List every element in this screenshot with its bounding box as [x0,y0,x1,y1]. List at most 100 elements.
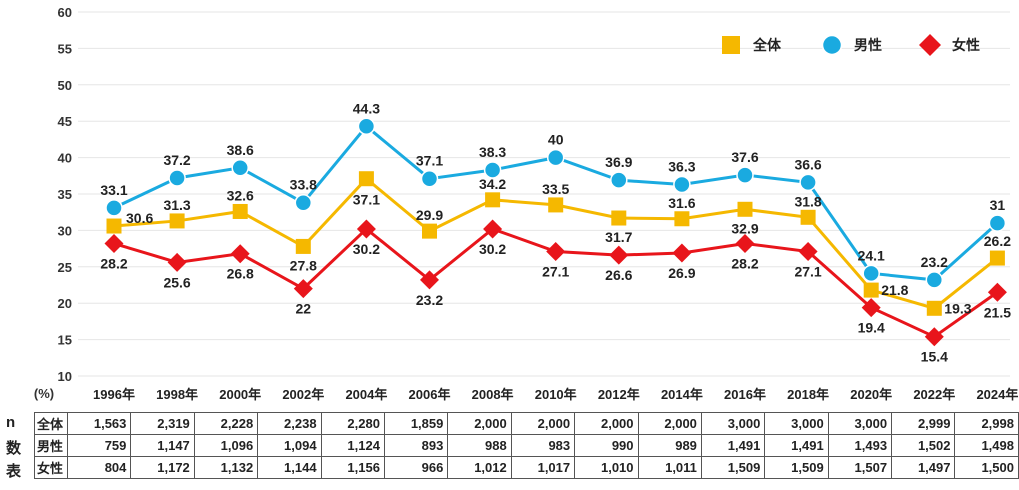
data-point [546,242,566,262]
data-point [989,250,1005,266]
data-point [483,161,502,179]
data-label-male: 37.1 [416,153,443,169]
data-label-male: 37.6 [731,149,758,165]
n-label-1: n [6,414,16,431]
data-label-male: 23.2 [921,254,948,270]
table-cell: 1,012 [447,456,512,479]
data-label-total: 32.9 [731,220,758,236]
table-cell: 3,000 [827,412,893,435]
table-cell: 1,502 [891,434,956,457]
y-tick-label: 15 [58,333,72,348]
data-point [169,213,185,229]
data-point [548,197,564,213]
x-tick-label: 2012年 [598,387,640,402]
table-row: 女性 804 1,172 1,132 1,144 1,156 966 1,012 1,017 1,… [33,456,1019,479]
data-point [356,219,376,239]
x-tick-label: 1998年 [156,387,198,402]
table-cell: 1,493 [827,434,893,457]
data-point [862,264,880,283]
data-label-male: 36.3 [668,159,695,175]
table-cell: 804 [67,456,132,479]
data-point [231,159,249,177]
table-cell: 1,017 [510,456,576,479]
table-cell: 1,147 [130,434,195,457]
table-cell: 1,094 [257,434,322,457]
table-cell: 1,144 [257,456,322,479]
data-point [168,169,186,187]
table-cell: 1,491 [764,434,829,457]
data-label-female: 23.2 [416,292,443,308]
data-point [230,244,250,264]
n-label-2: 数 [6,440,22,457]
y-tick-label: 35 [58,187,72,202]
data-point [609,245,629,265]
legend-marker-2 [919,34,941,56]
data-point [422,223,437,239]
data-label-male: 33.8 [290,177,317,193]
table-cell: 1,500 [954,456,1019,479]
table-cell: 2,998 [954,412,1019,435]
table-cell: 1,096 [193,434,259,457]
data-point [295,238,311,254]
data-label-female: 25.6 [163,274,190,290]
table-row-label: 男性 [33,434,69,457]
data-point [104,234,124,254]
table-cell: 1,859 [383,412,449,435]
table-cell: 2,000 [510,412,576,435]
data-label-total: 37.1 [353,192,380,208]
line-chart: 10 15 20 25 30 35 40 45 50 55 60 (%) 1996年 1998年 2000年… [34,5,1018,402]
data-point [799,173,817,192]
data-label-female: 26.6 [605,267,632,283]
table-cell: 1,509 [700,456,766,479]
data-label-total: 33.5 [542,181,569,197]
data-label-female: 15.4 [921,349,948,365]
legend-marker-1 [821,34,843,56]
y-tick-label: 50 [58,78,72,93]
data-label-female: 28.2 [100,256,127,272]
sample-size-table: 全体 1,563 2,319 2,228 2,238 2,280 1,859 2,000 2,0… [33,412,1019,479]
data-label-male: 44.3 [353,100,380,116]
data-label-total: 31.8 [794,193,821,209]
x-tick-label: 1996年 [93,387,135,402]
data-label-male: 36.6 [794,156,821,172]
data-label-female: 19.4 [858,320,885,336]
data-point [673,175,691,194]
data-label-total: 32.6 [227,187,254,203]
data-label-total: 31.7 [605,229,632,245]
table-cell: 1,010 [574,456,639,479]
data-label-male: 24.1 [858,247,885,263]
data-label-total: 34.2 [479,176,506,192]
data-label-female: 22 [296,301,312,317]
x-tick-label: 2014年 [661,387,703,402]
table-cell: 1,497 [891,456,956,479]
data-point [863,282,879,298]
table-row-label: 全体 [33,412,69,435]
data-point [610,171,628,189]
y-tick-label: 25 [58,260,72,275]
table-row: 男性 759 1,147 1,096 1,094 1,124 893 988 983 990 989… [33,434,1019,457]
table-cell: 1,507 [827,456,893,479]
x-tick-label: 2004年 [345,387,387,402]
data-point [167,252,187,272]
table-cell: 2,000 [574,412,639,435]
data-label-total: 21.8 [881,282,908,298]
data-point [737,201,753,217]
table-cell: 1,509 [764,456,829,479]
data-point [611,210,627,226]
data-label-female: 28.2 [731,256,758,272]
data-point [483,219,503,239]
table-cell: 1,156 [320,456,385,479]
x-tick-label: 2008年 [472,387,514,402]
data-label-male: 38.3 [479,144,506,160]
x-tick-label: 2000年 [219,387,261,402]
data-label-female: 26.8 [227,266,254,282]
data-point [358,171,374,187]
table-cell: 759 [67,434,132,457]
data-point [798,242,818,262]
table-cell: 1,172 [130,456,195,479]
table-cell: 990 [574,434,639,457]
data-label-male: 31 [990,197,1006,213]
table-cell: 3,000 [700,412,766,435]
data-label-total: 26.2 [984,233,1011,249]
data-label-female: 26.9 [668,265,695,281]
